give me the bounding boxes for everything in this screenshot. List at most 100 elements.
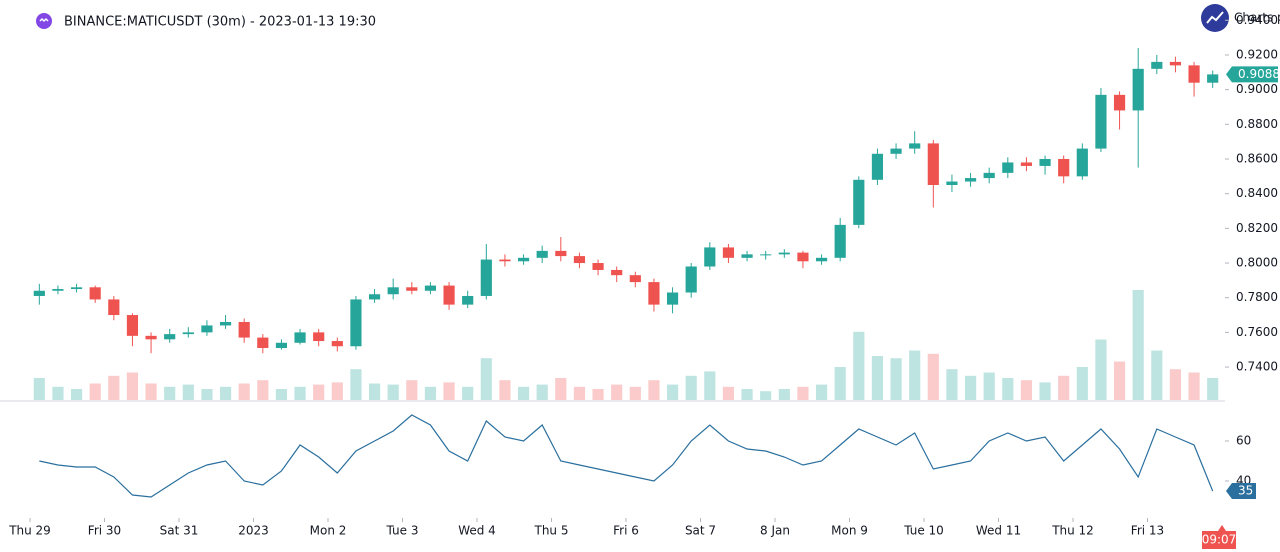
x-tick-label: Thu 29 — [8, 524, 51, 538]
candle-body — [871, 153, 884, 180]
rsi-last-label: 35 — [1238, 484, 1253, 498]
volume-bar — [573, 386, 586, 400]
volume-bar — [1188, 372, 1200, 400]
volume-bar — [592, 389, 604, 400]
y-tick-label: 0.8800 — [1236, 117, 1278, 131]
x-tick-label: Thu 5 — [534, 524, 569, 538]
volume-bar — [52, 386, 64, 400]
y-tick-label: 0.8600 — [1236, 151, 1278, 165]
volume-bar — [499, 380, 511, 400]
candle-body — [145, 335, 157, 340]
volume-bar — [778, 389, 790, 400]
volume-bar — [555, 378, 567, 400]
volume-bar — [313, 384, 325, 400]
volume-bar — [1169, 369, 1182, 400]
volume-bar — [834, 367, 846, 400]
volume-bar — [853, 331, 865, 400]
candle-body — [275, 342, 288, 348]
candle-body — [629, 275, 641, 283]
x-tick-label: Fri 30 — [88, 524, 121, 538]
candle-body — [573, 256, 586, 264]
volume-bar — [927, 353, 939, 400]
volume-bar — [70, 389, 83, 400]
volume-bar — [685, 375, 697, 400]
candle-body — [536, 250, 548, 258]
volume-bar — [983, 372, 995, 400]
volume-bar — [1151, 350, 1163, 400]
candle-body — [238, 321, 250, 338]
candle-body — [815, 257, 828, 262]
x-tick-label: Mon 9 — [831, 524, 868, 538]
candle-body — [1188, 65, 1200, 83]
y-tick-label: 0.8200 — [1236, 221, 1278, 235]
volume-bar — [275, 389, 288, 400]
candle-body — [611, 269, 623, 276]
volume-bar — [1095, 339, 1107, 400]
last-price-label: 0.9088 — [1238, 67, 1280, 81]
candle-body — [368, 294, 381, 300]
volume-bar — [536, 384, 548, 400]
volume-bar — [294, 386, 306, 400]
candle-body — [890, 148, 902, 154]
volume-bar — [219, 386, 232, 400]
volume-bar — [1113, 361, 1126, 400]
candle-body — [704, 247, 716, 267]
volume-bar — [257, 380, 269, 400]
candle-body — [797, 252, 809, 262]
volume-bar — [611, 384, 623, 400]
candle-body — [1207, 74, 1219, 83]
symbol-icon-glyph — [39, 17, 49, 23]
badge-glyph — [1206, 11, 1224, 24]
y-tick-label: 0.8400 — [1236, 186, 1278, 200]
candle-body — [1169, 61, 1182, 66]
candle-body — [834, 224, 846, 258]
volume-bar — [964, 375, 977, 400]
chart-title: BINANCE:MATICUSDT (30m) - 2023-01-13 19:… — [64, 15, 376, 30]
candle-body — [778, 252, 790, 255]
x-tick-label: 8 Jan — [760, 524, 790, 538]
badge-icon[interactable] — [1201, 4, 1229, 32]
volume-bar — [629, 386, 641, 400]
candle-body — [89, 287, 101, 300]
volume-bar — [797, 386, 809, 400]
countdown-label: 09:07 — [1202, 533, 1237, 547]
candle-body — [70, 287, 83, 290]
y-tick-label: 0.8000 — [1236, 256, 1278, 270]
badge-text[interactable]: Charts p — [1234, 11, 1280, 25]
volume-bar — [108, 375, 120, 400]
rsi-last-marker — [1226, 483, 1256, 499]
volume-bar — [704, 371, 716, 400]
candle-body — [480, 259, 492, 296]
candle-body — [424, 285, 437, 291]
candle-body — [964, 178, 977, 182]
volume-bar — [33, 378, 45, 400]
x-tick-label: Thu 12 — [1051, 524, 1094, 538]
last-price-marker — [1226, 66, 1278, 83]
candle-body — [648, 282, 660, 305]
candle-body — [983, 172, 995, 179]
volume-bar — [666, 384, 679, 400]
volume-bar — [909, 350, 921, 400]
candle-body — [741, 254, 753, 258]
candle-body — [1095, 94, 1107, 149]
x-tick-label: 2023 — [238, 524, 269, 538]
countdown-marker — [1202, 525, 1236, 549]
candle-body — [52, 289, 64, 291]
volume-bar — [648, 380, 660, 400]
candle-body — [219, 321, 232, 326]
x-tick-label: Wed 11 — [976, 524, 1021, 538]
y-tick-label: 0.9000 — [1236, 82, 1278, 96]
candle-body — [126, 315, 139, 336]
y-tick-label: 0.9400 — [1236, 13, 1278, 27]
volume-bar — [145, 383, 157, 400]
y-tick-label: 0.7400 — [1236, 360, 1278, 374]
volume-bar — [1207, 378, 1219, 400]
volume-bar — [350, 369, 362, 400]
candle-body — [517, 257, 530, 262]
candle-body — [108, 299, 120, 316]
candle-body — [499, 259, 511, 262]
candle-body — [1058, 158, 1070, 177]
volume-bar — [238, 383, 250, 400]
rsi-line — [39, 414, 1214, 498]
volume-bar — [517, 386, 530, 400]
